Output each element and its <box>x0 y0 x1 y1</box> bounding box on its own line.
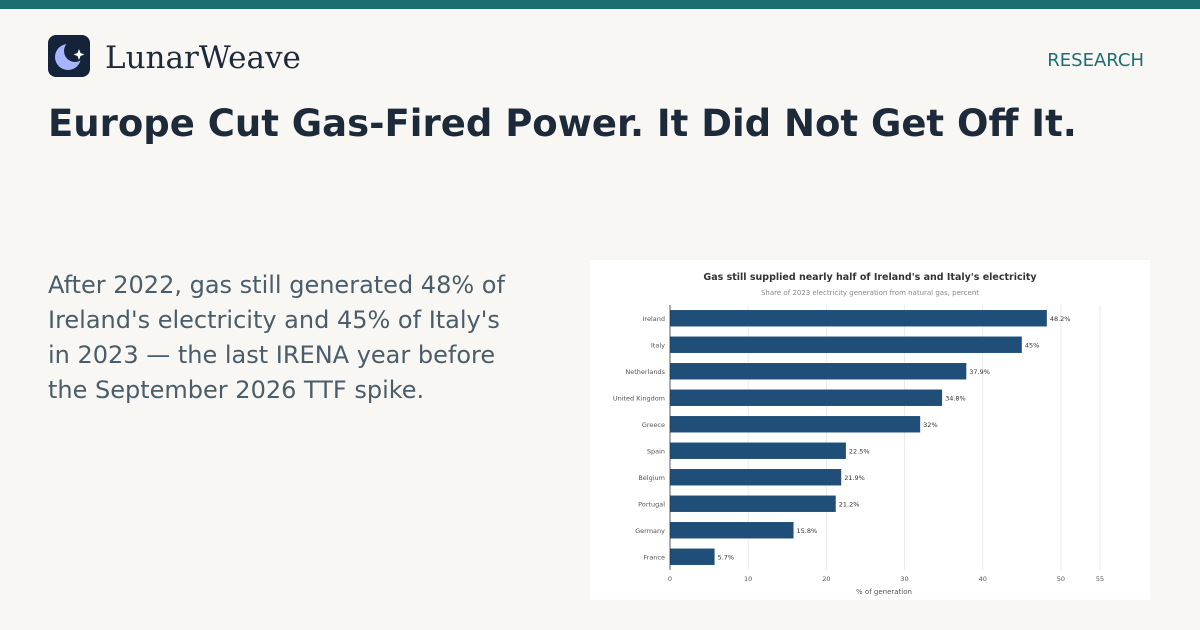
x-tick-label: 55 <box>1096 575 1104 583</box>
moon-star-icon <box>55 40 86 70</box>
category-label: Portugal <box>638 500 665 508</box>
chart-value-labels: 48.2% 45% 37.9% 34.8% 32% 22.5% 21.9% 21.2% 15.8… <box>718 315 1071 562</box>
bar[interactable] <box>670 336 1022 353</box>
value-label: 21.2% <box>839 500 860 508</box>
article-headline: Europe Cut Gas-Fired Power. It Did Not G… <box>48 102 1077 145</box>
value-label: 15.8% <box>797 527 818 535</box>
bar-chart: Gas still supplied nearly half of Irelan… <box>613 272 1104 596</box>
chart-subtitle: Share of 2023 electricity generation fro… <box>761 289 979 297</box>
section-link-research[interactable]: RESEARCH <box>1047 50 1144 71</box>
value-label: 21.9% <box>844 474 865 482</box>
category-label: Belgium <box>638 474 665 482</box>
x-tick-label: 30 <box>900 575 908 583</box>
x-tick-label: 20 <box>822 575 830 583</box>
bar[interactable] <box>670 495 836 512</box>
chart-x-ticks: 0 10 20 30 40 50 55 <box>668 575 1104 583</box>
bar[interactable] <box>670 310 1047 327</box>
category-label: Netherlands <box>625 368 665 376</box>
x-tick-label: 40 <box>979 575 987 583</box>
bar[interactable] <box>670 442 846 459</box>
category-label: United Kingdom <box>613 394 665 402</box>
x-tick-label: 10 <box>744 575 752 583</box>
category-label: Ireland <box>643 315 665 323</box>
chart-bars <box>670 310 1047 565</box>
category-label: Spain <box>647 447 665 455</box>
article-dek: After 2022, gas still generated 48% of I… <box>48 271 505 404</box>
bar[interactable] <box>670 389 943 406</box>
bar[interactable] <box>670 522 794 539</box>
chart-x-axis-label: % of generation <box>856 588 912 596</box>
brand-logo[interactable] <box>48 35 90 77</box>
value-label: 34.8% <box>945 394 966 402</box>
value-label: 45% <box>1025 341 1039 349</box>
chart-title: Gas still supplied nearly half of Irelan… <box>703 272 1037 283</box>
value-label: 32% <box>923 421 937 429</box>
value-label: 5.7% <box>718 553 735 561</box>
brand-name[interactable]: LunarWeave <box>105 40 301 76</box>
top-accent-bar <box>0 0 1200 9</box>
bar[interactable] <box>670 548 715 565</box>
x-tick-label: 0 <box>668 575 672 583</box>
bar[interactable] <box>670 363 967 380</box>
bar[interactable] <box>670 469 842 486</box>
value-label: 22.5% <box>849 447 870 455</box>
category-label: Italy <box>651 341 665 349</box>
chart-category-labels: Ireland Italy Netherlands United Kingdom Gre… <box>613 315 666 562</box>
value-label: 48.2% <box>1050 315 1071 323</box>
x-tick-label: 50 <box>1057 575 1065 583</box>
value-label: 37.9% <box>969 368 990 376</box>
category-label: France <box>643 553 665 561</box>
category-label: Germany <box>635 527 665 535</box>
bar[interactable] <box>670 416 921 433</box>
category-label: Greece <box>642 421 665 429</box>
chart-card: Gas still supplied nearly half of Irelan… <box>590 260 1150 600</box>
